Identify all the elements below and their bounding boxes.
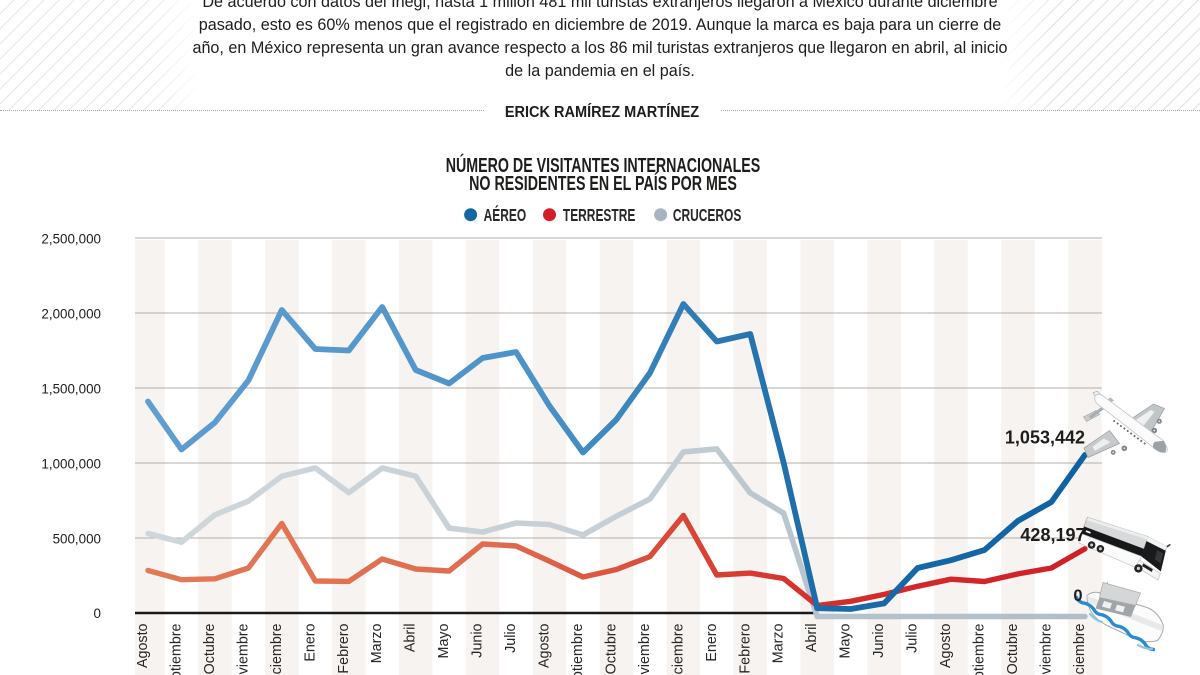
svg-text:TERRESTRE: TERRESTRE [563, 206, 635, 226]
svg-text:Febrero: Febrero [336, 623, 352, 673]
svg-text:CRUCEROS: CRUCEROS [673, 206, 741, 226]
svg-text:Enero: Enero [302, 623, 318, 661]
svg-text:0: 0 [1073, 587, 1082, 605]
svg-text:Mayo: Mayo [838, 623, 854, 658]
svg-text:428,197: 428,197 [1020, 525, 1085, 545]
svg-text:Agosto: Agosto [537, 623, 553, 668]
svg-text:2,500,000: 2,500,000 [41, 231, 101, 246]
svg-text:Diciembre: Diciembre [269, 623, 285, 675]
svg-text:Marzo: Marzo [771, 623, 787, 663]
svg-text:1,500,000: 1,500,000 [41, 381, 101, 396]
svg-text:0: 0 [94, 606, 101, 621]
svg-text:500,000: 500,000 [53, 531, 101, 546]
svg-text:1,000,000: 1,000,000 [41, 456, 101, 471]
svg-text:Noviembre: Noviembre [637, 623, 653, 675]
svg-text:Septiembre: Septiembre [972, 623, 988, 675]
svg-text:2,000,000: 2,000,000 [41, 306, 101, 321]
svg-text:AÉREO: AÉREO [484, 206, 527, 226]
svg-text:Julio: Julio [503, 623, 519, 652]
svg-text:Mayo: Mayo [436, 623, 452, 658]
svg-text:Junio: Junio [470, 623, 486, 657]
svg-text:Noviembre: Noviembre [1038, 623, 1054, 675]
svg-text:Julio: Julio [905, 623, 921, 652]
svg-text:Septiembre: Septiembre [169, 623, 185, 675]
svg-text:Octubre: Octubre [202, 623, 218, 674]
svg-text:Diciembre: Diciembre [1072, 623, 1088, 675]
svg-text:Enero: Enero [704, 623, 720, 661]
svg-text:Agosto: Agosto [938, 623, 954, 668]
svg-text:Noviembre: Noviembre [235, 623, 251, 675]
svg-text:Diciembre: Diciembre [670, 623, 686, 675]
svg-text:Octubre: Octubre [603, 623, 619, 674]
svg-text:Octubre: Octubre [1005, 623, 1021, 674]
svg-text:Abril: Abril [804, 624, 820, 653]
svg-text:Agosto: Agosto [135, 623, 151, 668]
svg-text:1,053,442: 1,053,442 [1005, 428, 1085, 448]
svg-text:Febrero: Febrero [737, 623, 753, 673]
svg-text:Abril: Abril [403, 624, 419, 653]
svg-text:Marzo: Marzo [369, 623, 385, 663]
svg-text:Junio: Junio [871, 623, 887, 657]
svg-text:Septiembre: Septiembre [570, 623, 586, 675]
